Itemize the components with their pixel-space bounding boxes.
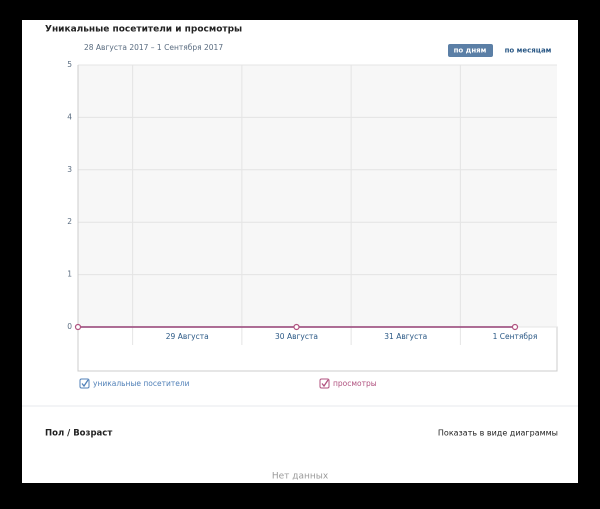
x-tick-label: 30 Августа xyxy=(275,332,318,341)
legend-label: уникальные посетители xyxy=(93,379,190,388)
section-link[interactable]: Показать в виде диаграммы xyxy=(438,429,558,438)
y-tick-label: 4 xyxy=(67,112,72,121)
section-title: Пол / Возраст xyxy=(45,429,112,439)
chart: 0 1 2 3 4 5 29 Августа 30 Августа 31 Августа 1 Се… xyxy=(67,60,557,389)
legend-label: просмотры xyxy=(333,379,377,388)
bottom-bar xyxy=(0,483,600,505)
y-tick-label: 5 xyxy=(67,60,72,69)
y-tick-label: 2 xyxy=(67,217,72,226)
y-tick-label: 1 xyxy=(67,270,72,279)
x-tick-label: 29 Августа xyxy=(166,332,209,341)
point xyxy=(511,323,519,331)
date-range: 28 Августа 2017 – 1 Сентября 2017 xyxy=(84,43,223,52)
chart-title: Уникальные посетители и просмотры xyxy=(45,25,242,35)
plot-area xyxy=(78,65,557,327)
button-days[interactable]: по дням xyxy=(454,47,487,55)
y-tick-label: 0 xyxy=(67,322,72,331)
x-tick-label: 1 Сентября xyxy=(493,332,538,341)
button-bg[interactable] xyxy=(448,44,493,57)
navigator xyxy=(77,326,558,372)
x-tick-label: 31 Августа xyxy=(384,332,427,341)
point xyxy=(74,323,82,331)
legend-check xyxy=(81,379,89,388)
button-months[interactable]: по месяцам xyxy=(505,47,552,55)
point xyxy=(293,323,300,331)
y-tick-label: 3 xyxy=(67,165,72,174)
legend-check xyxy=(321,379,329,388)
empty-note: Нет данных xyxy=(272,472,329,482)
